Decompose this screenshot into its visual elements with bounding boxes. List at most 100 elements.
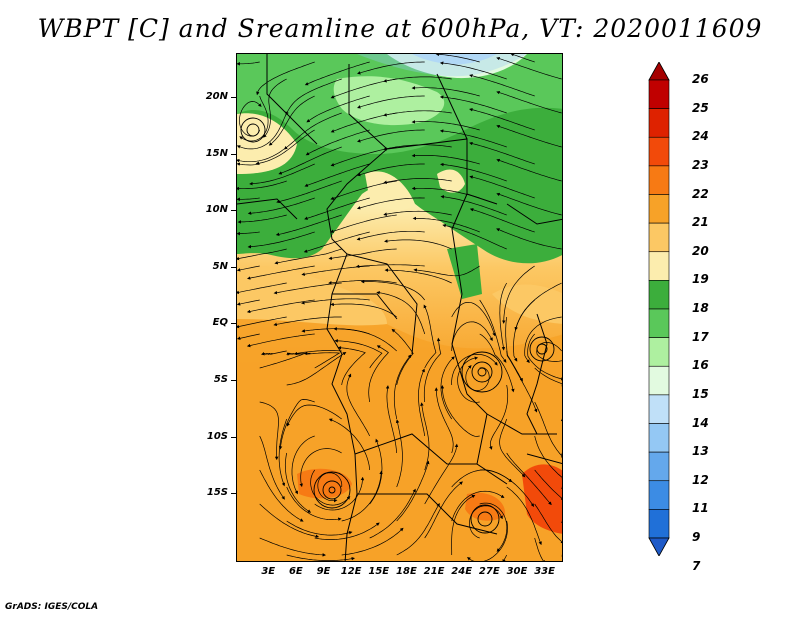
lat-tick-label: 15S bbox=[188, 487, 236, 498]
streamline bbox=[440, 162, 507, 182]
streamline bbox=[305, 129, 370, 156]
streamline bbox=[369, 488, 416, 539]
streamline bbox=[534, 469, 562, 501]
colorbar-label: 20 bbox=[692, 243, 709, 258]
streamline bbox=[479, 299, 507, 363]
streamline bbox=[237, 265, 260, 272]
border-6 bbox=[486, 413, 557, 435]
lon-tick-label: 30E bbox=[506, 566, 528, 577]
streamline bbox=[237, 61, 260, 66]
streamline bbox=[283, 112, 342, 150]
streamline bbox=[451, 469, 513, 488]
streamline bbox=[510, 54, 535, 63]
border-8 bbox=[357, 493, 498, 535]
streamline bbox=[424, 481, 463, 539]
streamline bbox=[411, 153, 480, 165]
streamline bbox=[439, 61, 507, 80]
streamline bbox=[328, 418, 371, 471]
wbpt-15-region bbox=[387, 54, 527, 79]
streamline bbox=[346, 373, 371, 437]
wbpt-16-region bbox=[333, 76, 445, 126]
streamline bbox=[237, 197, 260, 202]
streamline bbox=[355, 264, 425, 269]
streamline bbox=[534, 401, 562, 459]
streamline bbox=[286, 351, 347, 386]
borders-layer bbox=[237, 54, 562, 561]
border-12 bbox=[526, 453, 562, 464]
colorbar-segment bbox=[648, 423, 670, 453]
lat-tick-label: 5N bbox=[188, 261, 236, 272]
streamline bbox=[506, 486, 542, 546]
streamline bbox=[303, 231, 370, 253]
colorbar-label: 18 bbox=[692, 301, 709, 315]
streamline bbox=[278, 418, 288, 487]
lat-tick-label: 15N bbox=[188, 148, 236, 159]
streamline bbox=[317, 472, 343, 503]
streamline bbox=[255, 129, 315, 165]
streamline bbox=[273, 316, 342, 327]
map-title: WBPT [C] and Sreamline at 600hPa, VT: 20… bbox=[37, 14, 763, 43]
streamline bbox=[534, 435, 562, 480]
streamline bbox=[259, 469, 304, 522]
streamline bbox=[278, 399, 315, 450]
streamline bbox=[310, 469, 351, 506]
grads-credit: GrADS: IGES/COLA bbox=[5, 602, 99, 612]
streamline bbox=[357, 95, 425, 109]
streamline bbox=[451, 353, 498, 386]
streamline bbox=[237, 180, 287, 191]
streamline bbox=[301, 298, 370, 305]
streamline bbox=[418, 368, 426, 437]
streamline bbox=[284, 452, 312, 513]
streamline bbox=[423, 304, 437, 369]
streamline bbox=[356, 230, 425, 241]
streamline bbox=[469, 208, 535, 233]
streamline bbox=[413, 265, 480, 277]
streamline bbox=[383, 76, 452, 83]
colorbar-label: 24 bbox=[692, 129, 709, 144]
streamline bbox=[237, 282, 287, 295]
streamline bbox=[261, 350, 287, 356]
lat-tick-label: 10N bbox=[188, 204, 236, 215]
streamline bbox=[314, 522, 380, 540]
streamline bbox=[247, 231, 315, 249]
streamline bbox=[286, 520, 353, 536]
lon-tick-label: 27E bbox=[478, 566, 500, 577]
streamline bbox=[383, 110, 452, 117]
streamline bbox=[534, 503, 562, 544]
colorbar-label: 21 bbox=[692, 215, 709, 230]
colorbar-label: 17 bbox=[692, 329, 709, 344]
streamline bbox=[560, 452, 562, 457]
streamline bbox=[524, 316, 562, 364]
streamline bbox=[328, 248, 397, 260]
wbpt-18-tongue bbox=[447, 244, 482, 299]
lon-tick-label: 6E bbox=[288, 566, 303, 577]
streamline bbox=[276, 180, 342, 204]
colorbar-segment bbox=[648, 337, 670, 367]
streamline bbox=[440, 195, 507, 216]
streamline bbox=[330, 302, 397, 318]
wbpt-19-sahel bbox=[365, 171, 415, 211]
streamline bbox=[469, 175, 535, 199]
streamline bbox=[330, 214, 397, 233]
streamline bbox=[384, 268, 452, 284]
wbpt-14-region bbox=[412, 54, 497, 65]
streamline bbox=[423, 337, 442, 403]
lon-tick-label: 18E bbox=[396, 566, 417, 577]
border-2 bbox=[386, 138, 498, 205]
streamline bbox=[496, 90, 562, 114]
colorbar-segment bbox=[648, 165, 670, 195]
streamline bbox=[396, 502, 440, 556]
streamline bbox=[560, 418, 562, 423]
colorbar-segment bbox=[648, 222, 670, 253]
streamline bbox=[439, 95, 507, 114]
streamline bbox=[314, 476, 365, 511]
colorbar-label: 15 bbox=[692, 386, 709, 401]
streamline bbox=[357, 163, 425, 177]
streamline bbox=[489, 384, 509, 450]
streamline bbox=[439, 129, 507, 148]
streamline bbox=[457, 356, 480, 403]
streamline bbox=[237, 231, 260, 236]
streamline bbox=[259, 503, 320, 538]
streamline bbox=[278, 146, 342, 175]
streamline bbox=[237, 299, 260, 306]
